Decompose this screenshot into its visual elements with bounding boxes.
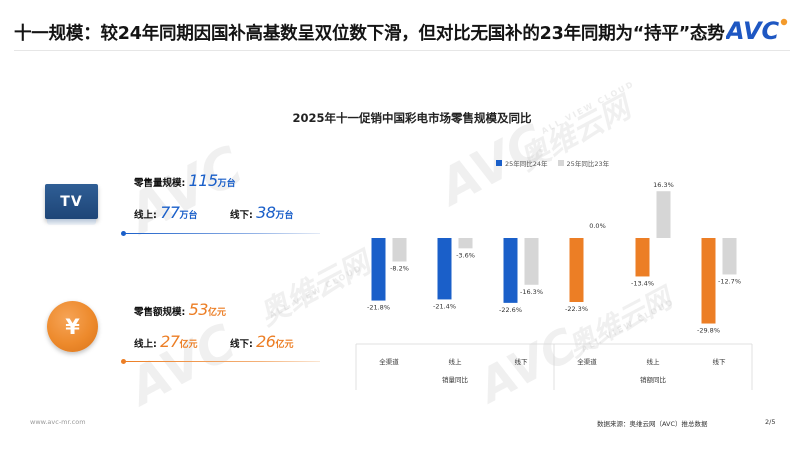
data-label: -21.4% bbox=[433, 302, 456, 310]
separator-line bbox=[124, 361, 320, 362]
data-label: 0.0% bbox=[589, 222, 606, 230]
tv-total-kpi: 零售量规模: 115万台 bbox=[134, 171, 236, 190]
kpi-unit: 亿元 bbox=[275, 340, 294, 350]
category-tick-label: 全渠道 bbox=[379, 357, 399, 366]
data-label: -22.6% bbox=[499, 306, 522, 314]
yen-icon: ¥ bbox=[47, 301, 98, 352]
separator-dot bbox=[121, 359, 126, 364]
legend-label: 25年同比24年 bbox=[505, 160, 548, 168]
kpi-value: 27 bbox=[160, 332, 180, 351]
revenue-total-kpi: 零售额规模: 53亿元 bbox=[134, 300, 226, 319]
bar-25-vs-23 bbox=[722, 238, 737, 275]
page-number: 2/5 bbox=[765, 418, 776, 426]
revenue-online-kpi: 线上: 27亿元 bbox=[134, 332, 198, 351]
bar-25-vs-24 bbox=[635, 238, 650, 277]
kpi-value: 77 bbox=[160, 203, 180, 222]
bar-25-vs-23 bbox=[656, 191, 671, 238]
tv-offline-kpi: 线下: 38万台 bbox=[230, 203, 294, 222]
separator-line bbox=[124, 233, 320, 234]
kpi-label: 线下: bbox=[230, 210, 253, 221]
logo-dot-icon bbox=[780, 18, 788, 26]
category-tick-label: 线上 bbox=[647, 357, 661, 366]
bar-25-vs-23 bbox=[524, 238, 539, 285]
data-label: -12.7% bbox=[718, 277, 741, 285]
footer-website: www.avc-mr.com bbox=[30, 418, 86, 426]
separator-dot bbox=[121, 231, 126, 236]
data-label: -22.3% bbox=[565, 305, 588, 313]
kpi-label: 零售量规模: bbox=[134, 178, 186, 189]
header-divider bbox=[14, 50, 790, 51]
bar-25-vs-24 bbox=[503, 238, 518, 303]
header: 十一规模：较24年同期因国补高基数呈双位数下滑，但对比无国补的23年同期为“持平… bbox=[0, 0, 800, 56]
category-tick-label: 全渠道 bbox=[577, 357, 597, 366]
bar-25-vs-24 bbox=[701, 238, 716, 324]
chart-legend: 25年同比24年 25年同比23年 bbox=[496, 158, 609, 168]
data-label: -3.6% bbox=[456, 251, 475, 259]
legend-swatch bbox=[557, 160, 564, 166]
bar-25-vs-23 bbox=[458, 238, 473, 249]
legend-label: 25年同比23年 bbox=[566, 160, 610, 168]
kpi-value: 26 bbox=[256, 332, 276, 351]
kpi-value: 115 bbox=[188, 171, 219, 190]
kpi-unit: 亿元 bbox=[207, 308, 226, 318]
kpi-label: 零售额规模: bbox=[134, 307, 186, 318]
kpi-unit: 万台 bbox=[179, 211, 198, 221]
legend-item-vs-2023: 25年同比23年 bbox=[557, 158, 610, 168]
chart-title: 2025年十一促销中国彩电市场零售规模及同比 bbox=[292, 111, 532, 125]
data-label: -8.2% bbox=[390, 265, 409, 273]
footer-source: 数据来源：奥维云网（AVC）推总数据 bbox=[597, 420, 708, 428]
tv-stand-icon bbox=[47, 219, 96, 225]
bar-25-vs-24 bbox=[437, 238, 452, 300]
data-label: -13.4% bbox=[631, 279, 654, 287]
legend-item-vs-2024: 25年同比24年 bbox=[496, 158, 548, 168]
kpi-label: 线下: bbox=[230, 339, 253, 350]
data-label: -21.8% bbox=[367, 304, 390, 312]
data-label: -29.8% bbox=[697, 327, 720, 335]
tv-icon: TV bbox=[45, 184, 98, 219]
kpi-label: 线上: bbox=[134, 339, 157, 350]
revenue-offline-kpi: 线下: 26亿元 bbox=[230, 332, 294, 351]
category-tick-label: 线上 bbox=[449, 357, 463, 366]
group-label: 销量同比 bbox=[442, 375, 469, 384]
kpi-value: 38 bbox=[256, 203, 276, 222]
kpi-unit: 万台 bbox=[217, 179, 236, 189]
kpi-unit: 万台 bbox=[275, 211, 294, 221]
legend-swatch bbox=[496, 160, 502, 166]
bar-25-vs-23 bbox=[392, 238, 407, 262]
avc-logo: AVC bbox=[726, 17, 788, 45]
data-label: -16.3% bbox=[520, 288, 543, 296]
page-title: 十一规模：较24年同期因国补高基数呈双位数下滑，但对比无国补的23年同期为“持平… bbox=[14, 24, 725, 44]
category-tick-label: 线下 bbox=[515, 357, 529, 366]
kpi-value: 53 bbox=[188, 300, 209, 319]
svg-text:AVC: AVC bbox=[726, 17, 780, 45]
kpi-unit: 亿元 bbox=[179, 340, 198, 350]
tv-online-kpi: 线上: 77万台 bbox=[134, 203, 198, 222]
data-label: 16.3% bbox=[653, 181, 674, 189]
bar-25-vs-24 bbox=[371, 238, 386, 301]
kpi-label: 线上: bbox=[134, 210, 157, 221]
bar-25-vs-24 bbox=[569, 238, 584, 303]
group-label: 销额同比 bbox=[640, 375, 667, 384]
category-tick-label: 线下 bbox=[713, 357, 727, 366]
